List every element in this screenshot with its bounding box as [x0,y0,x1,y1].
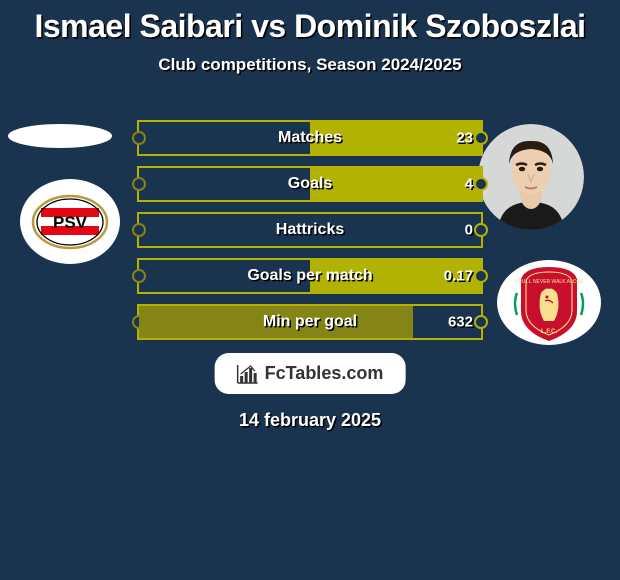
player2-photo-icon [478,124,584,230]
bar-chart-icon [237,364,259,384]
stat-row: Hattricks 0 [137,212,483,248]
stat-row: Goals 4 [137,166,483,202]
stat-value-right: 0 [465,222,473,239]
stat-value-right: 632 [448,314,473,331]
player2-name: Dominik Szoboszlai [294,8,585,44]
snapshot-date: 14 february 2025 [239,410,381,431]
stat-label: Matches [278,129,342,147]
player2-avatar [478,124,584,230]
psv-logo-icon: PSV [30,192,110,252]
source-logo-text: FcTables.com [265,363,384,384]
source-logo: FcTables.com [215,353,406,394]
stat-value-right: 4 [465,176,473,193]
page-title: Ismael Saibari vs Dominik Szoboszlai [0,0,620,45]
player1-name: Ismael Saibari [34,8,242,44]
stat-value-right: 23 [456,130,473,147]
stat-label: Hattricks [276,221,344,239]
svg-text:YOU'LL NEVER WALK ALONE: YOU'LL NEVER WALK ALONE [514,279,584,285]
stat-row: Min per goal 632 [137,304,483,340]
stat-row: Goals per match 0.17 [137,258,483,294]
vs-separator: vs [243,8,294,44]
stat-label: Min per goal [263,313,357,331]
stats-container: Matches 23 Goals 4 Hattricks 0 Goals per match… [137,120,483,350]
player2-club-badge: YOU'LL NEVER WALK ALONE L.F.C. [497,260,601,345]
svg-text:PSV: PSV [53,213,88,232]
stat-label: Goals [288,175,332,193]
player1-club-badge: PSV [20,179,120,264]
stat-fill-right [310,168,481,200]
stat-label: Goals per match [247,267,372,285]
svg-text:L.F.C.: L.F.C. [541,329,557,335]
stat-value-right: 0.17 [444,268,473,285]
player1-avatar-placeholder [8,124,112,148]
liverpool-logo-icon: YOU'LL NEVER WALK ALONE L.F.C. [511,263,587,343]
subtitle: Club competitions, Season 2024/2025 [0,55,620,75]
stat-row: Matches 23 [137,120,483,156]
